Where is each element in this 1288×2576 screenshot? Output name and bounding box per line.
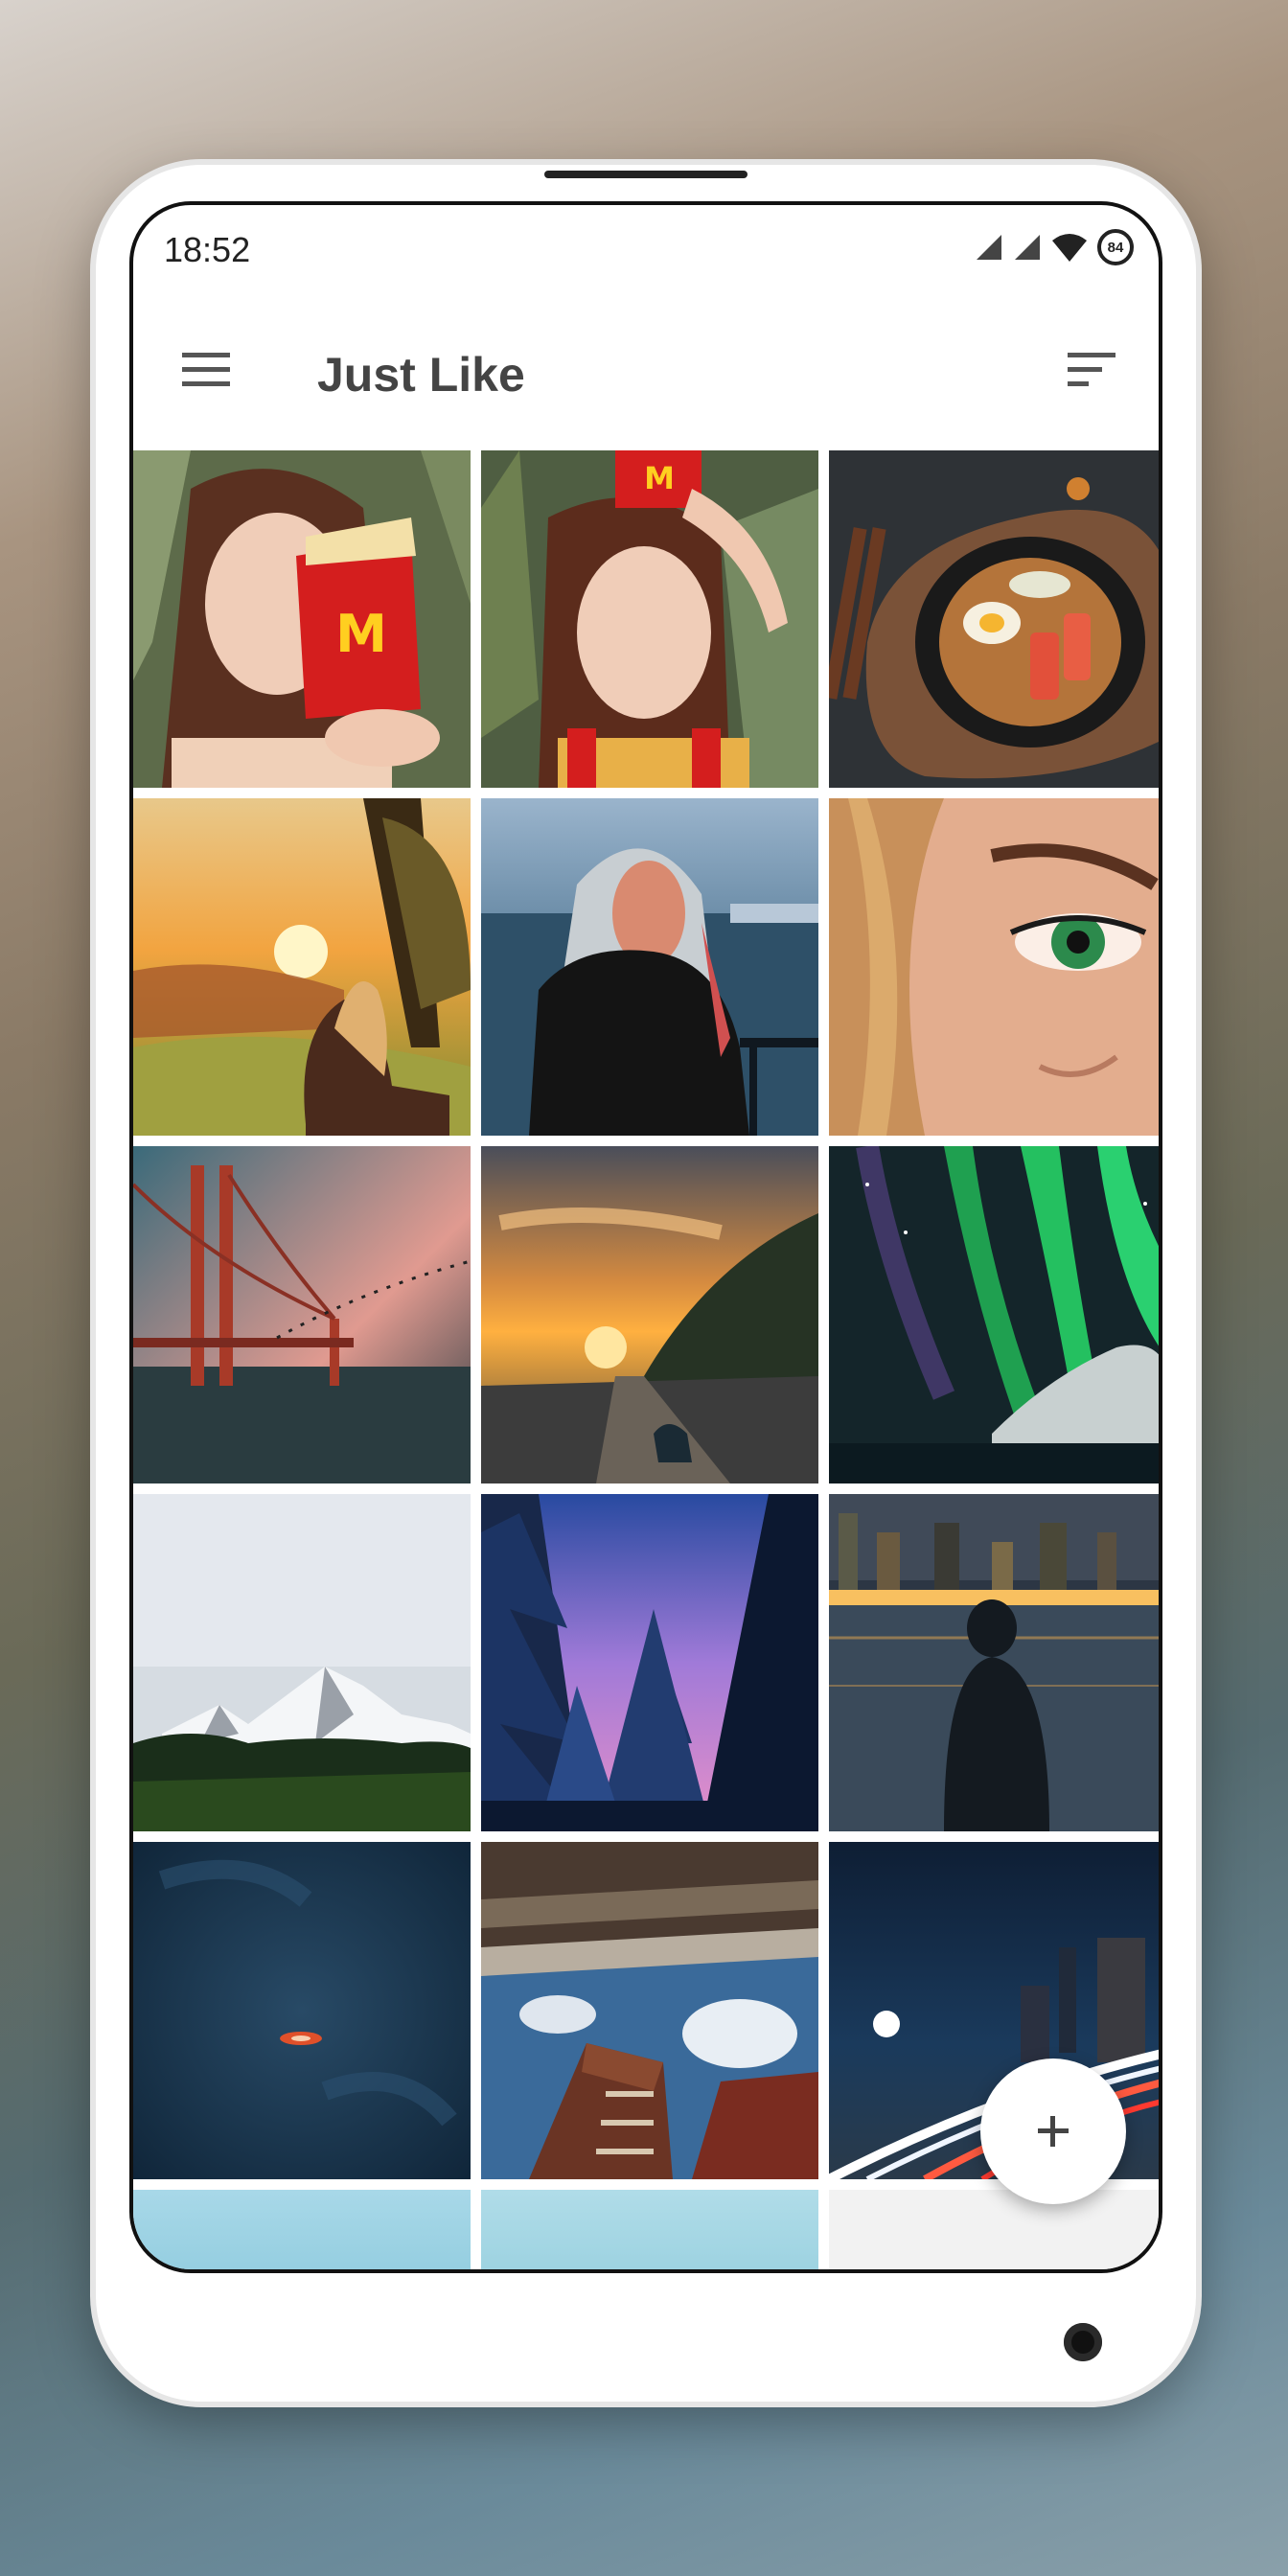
speaker-grille [544,171,748,178]
photo-tile[interactable] [829,1146,1159,1484]
front-camera [1064,2323,1102,2361]
photo-tile[interactable] [829,450,1159,788]
sort-icon [1068,353,1116,386]
photo-tile[interactable] [133,798,471,1136]
menu-button[interactable] [175,339,237,401]
battery-icon: 84 [1097,229,1134,265]
svg-text:M: M [644,460,675,496]
add-button[interactable] [980,2058,1126,2204]
photo-grid: M M [133,450,1159,2269]
add-icon [1038,2116,1069,2147]
photo-tile[interactable] [481,1842,818,2179]
photo-tile[interactable] [133,1494,471,1831]
screen: 18:52 84 Just Like [129,201,1162,2273]
phone-frame: 18:52 84 Just Like [96,165,1196,2402]
photo-tile[interactable] [133,2190,471,2269]
photo-tile[interactable] [133,1146,471,1484]
photo-tile[interactable] [481,1494,818,1831]
photo-tile[interactable]: M [133,450,471,788]
status-bar: 18:52 84 [133,205,1159,291]
svg-text:M: M [335,604,387,664]
photo-tile[interactable] [481,2190,818,2269]
menu-icon [182,353,230,386]
app-bar: Just Like [133,291,1159,448]
photo-tile-empty [829,2190,1159,2269]
status-icons: 84 [975,226,1134,268]
wifi-icon [1052,234,1087,262]
photo-tile[interactable] [481,798,818,1136]
photo-tile[interactable] [133,1842,471,2179]
sort-button[interactable] [1061,339,1122,401]
photo-tile[interactable] [829,798,1159,1136]
status-time: 18:52 [164,230,251,269]
photo-tile[interactable] [481,1146,818,1484]
photo-tile[interactable] [829,1494,1159,1831]
signal-icon [977,235,1001,260]
photo-tile[interactable]: M [481,450,818,788]
page-title: Just Like [317,348,525,402]
signal-icon [1015,235,1040,260]
battery-level: 84 [1107,239,1124,256]
